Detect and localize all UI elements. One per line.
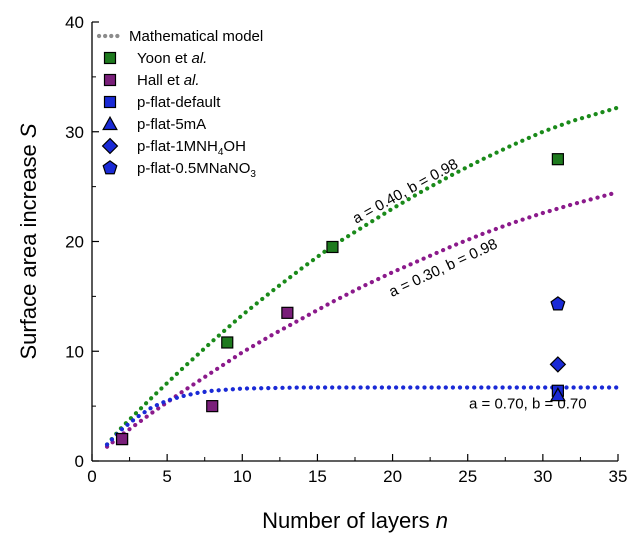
- model-curve: [104, 105, 621, 447]
- y-axis-title: Surface area increase S: [16, 123, 41, 359]
- model-curve: [104, 190, 621, 449]
- legend-label: p-flat-default: [137, 94, 221, 111]
- x-tick-label: 0: [87, 467, 96, 486]
- model-curves: [104, 105, 621, 449]
- legend-marker: [102, 160, 118, 175]
- legend-marker: [102, 115, 118, 131]
- x-tick-label: 5: [162, 467, 171, 486]
- legend: Mathematical model Yoon et al. Hall et al.…: [96, 28, 263, 180]
- y-tick-label: 20: [65, 233, 84, 252]
- legend-marker: [101, 137, 119, 155]
- data-point: [206, 400, 219, 413]
- y-tick-label: 30: [65, 123, 84, 142]
- x-tick-label: 15: [308, 467, 327, 486]
- legend-model-label: Mathematical model: [129, 28, 263, 45]
- model-annotation: a = 0.70, b = 0.70: [469, 395, 587, 412]
- data-point: [551, 153, 564, 166]
- data-point: [221, 336, 234, 349]
- legend-marker: [103, 95, 117, 109]
- x-tick-label: 35: [609, 467, 628, 486]
- model-annotation: a = 0.40, b = 0.98: [350, 156, 461, 228]
- y-tick-label: 40: [65, 13, 84, 32]
- legend-label: Yoon et al.: [137, 50, 207, 67]
- x-tick-label: 10: [233, 467, 252, 486]
- data-point: [550, 296, 566, 311]
- y-tick-label: 10: [65, 342, 84, 361]
- data-points: [115, 153, 567, 446]
- legend-label: p-flat-1MNH4OH: [137, 138, 246, 158]
- data-point: [549, 356, 567, 373]
- data-point: [115, 432, 129, 446]
- x-tick-label: 25: [458, 467, 477, 486]
- legend-marker: [103, 51, 117, 65]
- x-axis-title: Number of layers n: [262, 508, 448, 533]
- legend-marker: [103, 73, 117, 87]
- legend-label: p-flat-5mA: [137, 116, 206, 133]
- x-tick-label: 30: [533, 467, 552, 486]
- data-point: [549, 387, 566, 402]
- data-point: [326, 240, 339, 254]
- axes: 0 5 10 15 20 25 30 35 0 10 20 30 40: [65, 13, 627, 486]
- model-curve: [104, 385, 621, 447]
- legend-label: p-flat-0.5MNaNO3: [137, 160, 256, 180]
- data-point: [281, 306, 294, 319]
- legend-label: Hall et al.: [137, 72, 200, 89]
- model-annotations: a = 0.40, b = 0.98a = 0.30, b = 0.98a = …: [350, 156, 587, 413]
- y-tick-label: 0: [75, 452, 84, 471]
- axis-titles: Number of layers n Surface area increase …: [16, 123, 448, 533]
- x-tick-label: 20: [383, 467, 402, 486]
